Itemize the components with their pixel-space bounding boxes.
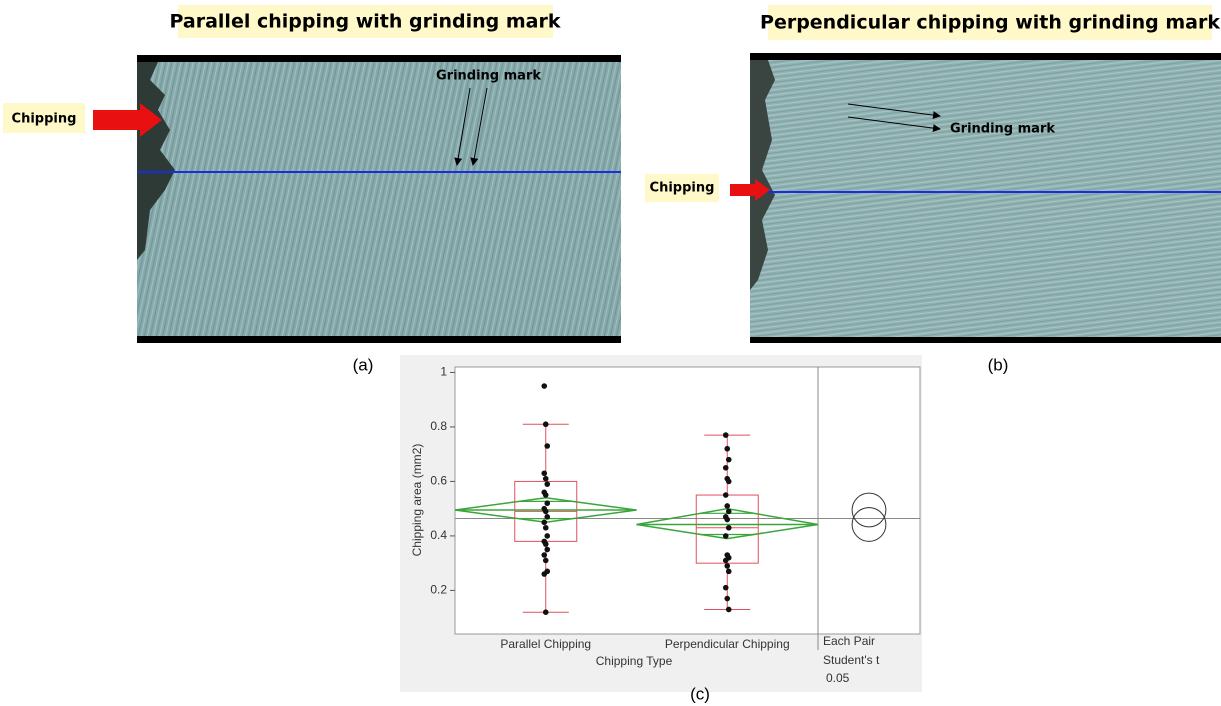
point xyxy=(726,607,732,613)
point xyxy=(544,500,550,506)
panel-title: Parallel chipping with grinding mark xyxy=(169,11,560,33)
point xyxy=(723,558,729,564)
point xyxy=(726,569,732,575)
point xyxy=(723,432,729,438)
point xyxy=(543,509,549,515)
point xyxy=(543,609,549,615)
point xyxy=(724,596,730,602)
point xyxy=(543,541,549,547)
chipping-label: Chipping xyxy=(650,181,715,196)
x-tick-label: Parallel Chipping xyxy=(500,637,591,651)
point xyxy=(724,503,730,509)
point xyxy=(723,492,729,498)
point xyxy=(541,519,547,525)
point xyxy=(541,571,547,577)
point xyxy=(543,421,549,427)
caption: (c) xyxy=(690,684,710,703)
point xyxy=(724,446,730,452)
point xyxy=(726,479,732,485)
point xyxy=(723,585,729,591)
test-label: Student's t xyxy=(823,653,880,667)
chipping-label: Chipping xyxy=(12,112,77,127)
caption: (b) xyxy=(988,355,1009,374)
point xyxy=(724,563,730,569)
point xyxy=(543,492,549,498)
point xyxy=(541,383,547,389)
grinding-label: Grinding mark xyxy=(950,122,1055,137)
caption: (a) xyxy=(353,355,374,374)
point xyxy=(543,525,549,531)
x-tick-label: Perpendicular Chipping xyxy=(665,637,790,651)
y-tick-label: 0.4 xyxy=(430,528,447,542)
y-tick-label: 0.8 xyxy=(430,419,447,433)
x-axis-title: Chipping Type xyxy=(596,654,673,668)
test-label: Each Pair xyxy=(823,634,875,648)
alpha-label: 0.05 xyxy=(826,671,850,685)
point xyxy=(544,443,550,449)
point xyxy=(544,481,550,487)
point xyxy=(541,552,547,558)
point xyxy=(723,533,729,539)
photo xyxy=(137,62,621,336)
point xyxy=(724,517,730,523)
y-tick-label: 0.2 xyxy=(430,583,447,597)
point xyxy=(726,457,732,463)
panel-title: Perpendicular chipping with grinding mar… xyxy=(760,12,1220,34)
grinding-label: Grinding mark xyxy=(436,69,541,84)
point xyxy=(726,509,732,515)
figure: Parallel chipping with grinding mark Chi… xyxy=(0,0,1221,706)
point xyxy=(544,547,550,553)
photo xyxy=(750,60,1221,337)
y-tick-label: 1 xyxy=(440,365,447,379)
point xyxy=(544,533,550,539)
point xyxy=(723,465,729,471)
point xyxy=(726,525,732,531)
y-axis-title: Chipping area (mm2) xyxy=(410,444,424,557)
point xyxy=(541,470,547,476)
point xyxy=(543,558,549,564)
point xyxy=(544,514,550,520)
y-tick-label: 0.6 xyxy=(430,474,447,488)
point xyxy=(543,476,549,482)
